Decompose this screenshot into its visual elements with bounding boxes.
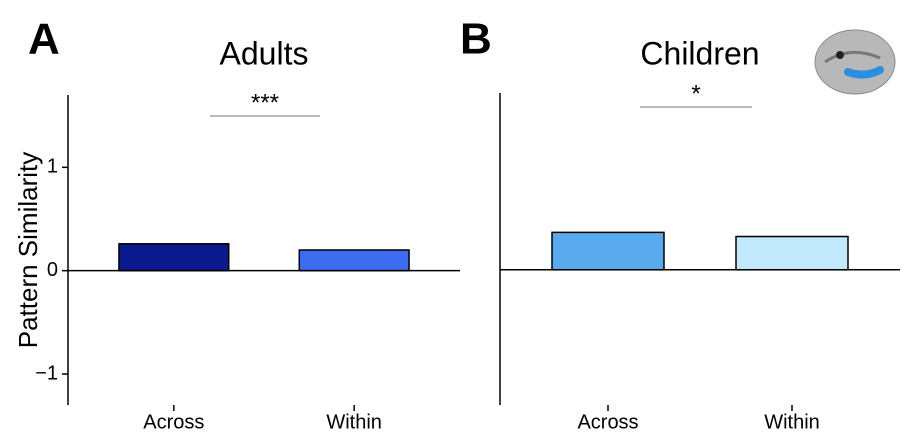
x-tick-label: Within (764, 411, 820, 433)
significance-label: * (691, 80, 700, 107)
x-tick-label: Across (577, 411, 638, 433)
bar (118, 243, 230, 272)
y-tick-label: 0 (47, 259, 58, 281)
panel-letter: A (28, 15, 60, 64)
brain-icon (814, 29, 896, 95)
y-tick-label: 1 (47, 156, 58, 178)
y-tick-label: −1 (35, 362, 58, 384)
panel-letter: B (460, 15, 492, 64)
x-tick-label: Across (143, 411, 204, 433)
y-axis-label: Pattern Similarity (13, 152, 43, 349)
chart-title: Adults (220, 35, 309, 71)
bar (298, 249, 410, 272)
bar (735, 235, 849, 271)
x-tick-label: Within (326, 411, 382, 433)
significance-label: *** (251, 89, 279, 116)
bar (551, 231, 665, 271)
chart-title: Children (640, 35, 759, 71)
